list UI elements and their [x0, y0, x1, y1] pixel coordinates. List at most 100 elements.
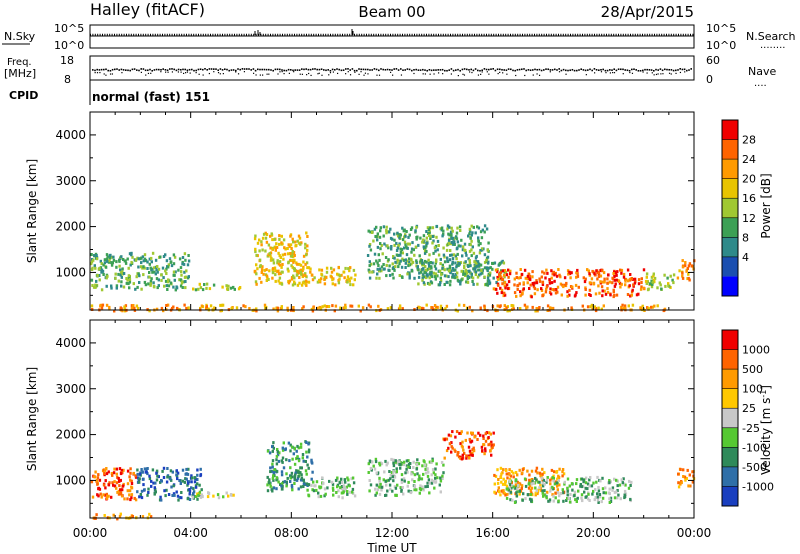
range-gate-cell	[547, 499, 550, 503]
range-gate-cell	[455, 430, 459, 434]
range-gate-cell	[492, 431, 495, 435]
range-gate-cell	[446, 267, 449, 271]
range-gate-cell	[275, 476, 279, 480]
range-gate-cell	[601, 476, 604, 480]
range-gate-cell	[553, 482, 557, 486]
range-gate-cell	[305, 231, 308, 235]
range-gate-cell	[447, 242, 450, 245]
range-gate-cell	[676, 276, 680, 280]
range-gate-cell	[456, 278, 460, 282]
range-gate-cell	[280, 270, 283, 274]
range-gate-cell	[453, 276, 457, 280]
range-gate-cell	[368, 264, 371, 268]
range-gate-cell	[104, 468, 107, 472]
range-gate-cell	[635, 293, 639, 297]
range-gate-cell	[531, 479, 534, 483]
range-gate-cell	[354, 273, 357, 277]
range-gate-cell	[117, 272, 120, 276]
range-gate-cell	[392, 464, 396, 468]
range-gate-cell	[191, 495, 195, 499]
range-gate-cell	[425, 250, 428, 253]
range-gate-cell	[561, 470, 564, 474]
range-gate-cell	[608, 481, 611, 485]
range-gate-cell	[552, 494, 555, 498]
range-gate-cell	[142, 259, 145, 263]
range-gate-cell	[640, 285, 643, 289]
range-gate-cell	[187, 306, 190, 310]
range-gate-cell	[283, 246, 286, 250]
range-gate-cell	[487, 443, 490, 447]
range-gate-cell	[561, 468, 565, 471]
range-gate-cell	[200, 304, 204, 308]
range-gate-cell	[615, 478, 618, 482]
range-gate-cell	[297, 471, 301, 474]
range-gate-cell	[297, 271, 301, 275]
range-gate-cell	[281, 460, 284, 464]
range-gate-cell	[528, 274, 532, 278]
x-tick-label: 00:00	[677, 526, 712, 540]
range-gate-cell	[97, 487, 100, 491]
range-gate-cell	[630, 480, 633, 484]
range-gate-cell	[489, 266, 492, 270]
range-gate-cell	[500, 288, 504, 292]
range-gate-cell	[435, 462, 438, 466]
range-gate-cell	[566, 269, 570, 273]
range-gate-cell	[433, 264, 437, 268]
range-gate-cell	[567, 496, 570, 500]
range-gate-cell	[95, 257, 99, 261]
range-gate-cell	[451, 273, 455, 276]
range-gate-cell	[163, 489, 166, 493]
range-gate-cell	[521, 468, 525, 472]
range-gate-cell	[138, 480, 141, 484]
range-gate-cell	[418, 491, 421, 495]
range-gate-cell	[597, 284, 600, 288]
range-gate-cell	[526, 274, 530, 278]
range-gate-cell	[340, 487, 343, 490]
range-gate-cell	[281, 253, 284, 257]
range-gate-cell	[449, 230, 453, 234]
range-gate-cell	[463, 242, 467, 246]
range-gate-cell	[620, 271, 623, 275]
range-gate-cell	[488, 273, 492, 277]
range-gate-cell	[685, 269, 688, 273]
range-gate-cell	[589, 281, 592, 285]
range-gate-cell	[540, 476, 544, 480]
range-gate-cell	[220, 309, 223, 313]
range-gate-cell	[411, 241, 414, 245]
range-gate-cell	[686, 267, 689, 270]
range-gate-cell	[196, 478, 199, 481]
range-gate-cell	[399, 253, 402, 257]
range-gate-cell	[449, 434, 453, 438]
range-gate-cell	[115, 486, 118, 490]
range-gate-cell	[565, 281, 568, 285]
range-gate-cell	[196, 473, 199, 477]
range-gate-cell	[299, 442, 303, 446]
range-gate-cell	[502, 477, 505, 481]
range-gate-cell	[474, 273, 478, 276]
range-gate-cell	[471, 245, 474, 249]
range-gate-cell	[617, 280, 621, 283]
range-gate-cell	[289, 258, 292, 262]
range-gate-cell	[151, 270, 154, 274]
range-gate-cell	[147, 491, 150, 494]
time-axis: 00:00 04:00 08:00 12:00 16:00 20:00 00:00	[73, 112, 712, 540]
range-gate-cell	[456, 453, 459, 457]
range-gate-cell	[563, 283, 567, 287]
range-gate-cell	[568, 500, 572, 504]
range-gate-cell	[376, 245, 380, 249]
range-gate-cell	[407, 257, 411, 261]
range-gate-cell	[378, 492, 382, 496]
range-gate-cell	[626, 268, 630, 272]
range-gate-cell	[115, 284, 119, 288]
range-gate-cell	[299, 471, 302, 475]
range-gate-cell	[206, 495, 210, 499]
range-gate-cell	[682, 468, 685, 472]
range-gate-cell	[265, 279, 268, 282]
range-gate-cell	[141, 515, 145, 519]
range-gate-cell	[179, 278, 182, 282]
range-gate-cell	[517, 276, 520, 280]
range-gate-cell	[184, 477, 187, 481]
range-gate-cell	[460, 457, 464, 461]
range-gate-cell	[485, 282, 488, 286]
range-gate-cell	[588, 272, 591, 276]
